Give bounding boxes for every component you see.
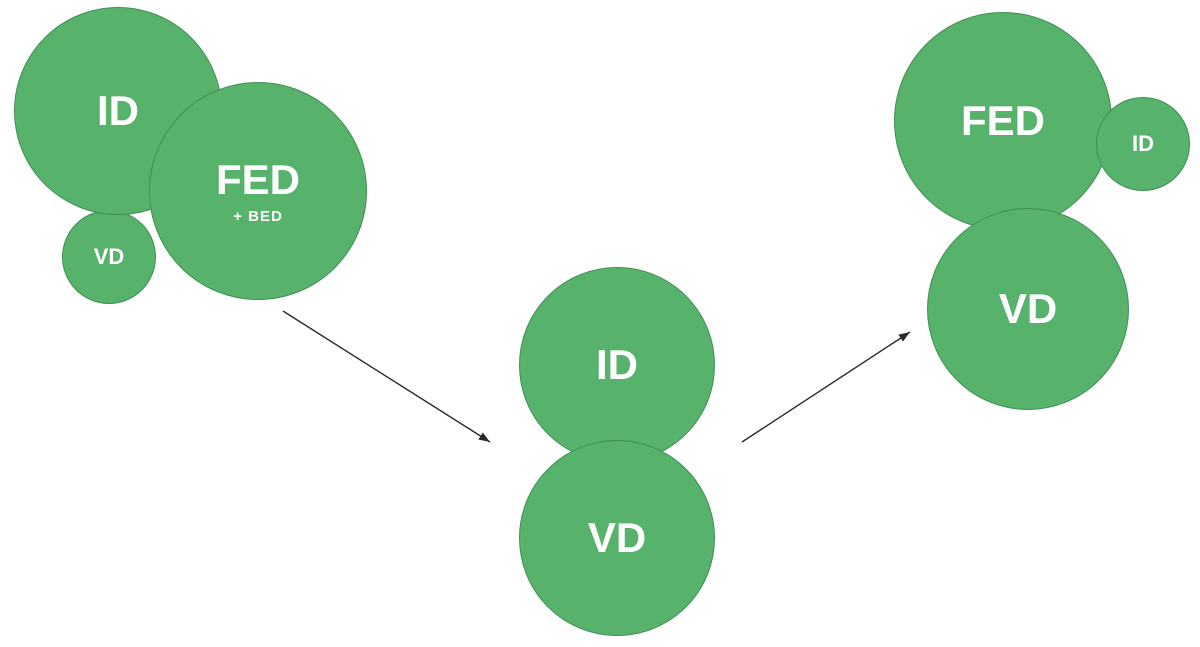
node-label: FED — [216, 159, 300, 201]
node-label: VD — [588, 517, 646, 559]
node-sublabel: + BED — [233, 209, 283, 224]
node-g1-vd: VD — [62, 210, 156, 304]
diagram-stage: VD ID FED + BED ID VD FED ID VD — [0, 0, 1200, 647]
node-g2-id: ID — [519, 267, 715, 463]
node-label: VD — [999, 288, 1057, 330]
node-label: ID — [1132, 133, 1154, 155]
node-label: FED — [961, 100, 1045, 142]
node-g3-fed: FED — [894, 12, 1112, 230]
edge-e1 — [283, 311, 490, 442]
node-g1-fed: FED + BED — [149, 82, 367, 300]
node-label: ID — [97, 90, 139, 132]
node-g3-id: ID — [1096, 97, 1190, 191]
edge-e2 — [742, 332, 910, 442]
node-g3-vd: VD — [927, 208, 1129, 410]
node-label: ID — [596, 344, 638, 386]
node-g2-vd: VD — [519, 440, 715, 636]
node-label: VD — [94, 246, 125, 268]
